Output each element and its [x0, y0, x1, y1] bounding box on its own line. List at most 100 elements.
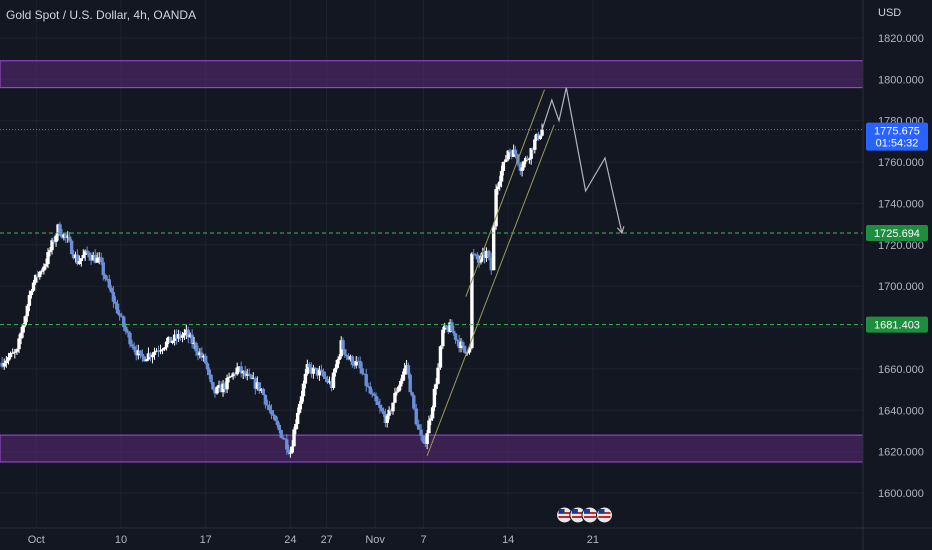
- candle[interactable]: [459, 342, 463, 349]
- candle[interactable]: [421, 435, 426, 443]
- candle[interactable]: [209, 374, 213, 383]
- candle[interactable]: [397, 386, 401, 392]
- candle[interactable]: [536, 133, 541, 139]
- candle[interactable]: [414, 408, 418, 425]
- candle[interactable]: [380, 408, 384, 411]
- candle[interactable]: [15, 349, 19, 352]
- candle[interactable]: [190, 334, 194, 345]
- candle[interactable]: [538, 135, 542, 139]
- candle[interactable]: [66, 236, 70, 238]
- candle[interactable]: [295, 412, 300, 424]
- candle[interactable]: [35, 274, 40, 278]
- candle[interactable]: [42, 266, 46, 271]
- candle[interactable]: [462, 345, 467, 353]
- candle[interactable]: [192, 342, 196, 345]
- candle[interactable]: [188, 334, 192, 338]
- candle[interactable]: [450, 322, 454, 331]
- candle[interactable]: [152, 351, 157, 356]
- candle[interactable]: [452, 330, 456, 334]
- candle[interactable]: [506, 150, 510, 160]
- candle[interactable]: [27, 295, 32, 306]
- candle[interactable]: [196, 351, 200, 356]
- candle[interactable]: [259, 388, 264, 391]
- candle[interactable]: [343, 349, 347, 355]
- candle[interactable]: [393, 392, 397, 403]
- candle[interactable]: [323, 376, 328, 379]
- candle[interactable]: [180, 335, 185, 338]
- candle[interactable]: [408, 374, 412, 393]
- candle[interactable]: [162, 347, 167, 350]
- candle[interactable]: [339, 340, 343, 357]
- candle[interactable]: [117, 313, 122, 316]
- candle[interactable]: [479, 255, 483, 263]
- candle[interactable]: [257, 382, 262, 391]
- candle[interactable]: [288, 452, 293, 454]
- candle[interactable]: [64, 234, 68, 238]
- candle[interactable]: [370, 393, 374, 395]
- candle[interactable]: [429, 418, 433, 421]
- candle[interactable]: [319, 369, 324, 372]
- candle[interactable]: [297, 403, 302, 413]
- candle[interactable]: [223, 383, 227, 390]
- candle[interactable]: [95, 258, 99, 263]
- candle[interactable]: [406, 365, 411, 375]
- candle[interactable]: [79, 258, 84, 262]
- candle[interactable]: [146, 353, 151, 360]
- candle[interactable]: [434, 383, 438, 389]
- candle[interactable]: [313, 367, 318, 369]
- candle[interactable]: [109, 287, 114, 293]
- candle[interactable]: [372, 393, 376, 396]
- candle[interactable]: [249, 375, 253, 379]
- candle[interactable]: [534, 133, 539, 140]
- candle[interactable]: [527, 158, 532, 160]
- candle[interactable]: [33, 274, 38, 283]
- candle[interactable]: [58, 224, 62, 236]
- candle[interactable]: [158, 350, 163, 352]
- candle[interactable]: [378, 404, 382, 409]
- candle[interactable]: [425, 433, 429, 444]
- candle[interactable]: [329, 381, 334, 388]
- candle[interactable]: [504, 159, 508, 162]
- candle[interactable]: [67, 236, 72, 241]
- candle[interactable]: [473, 254, 478, 256]
- candle[interactable]: [362, 373, 366, 375]
- candle[interactable]: [281, 437, 285, 439]
- candle[interactable]: [136, 350, 140, 356]
- candle[interactable]: [60, 235, 64, 238]
- candle[interactable]: [235, 367, 239, 375]
- candle[interactable]: [335, 359, 340, 368]
- candle[interactable]: [231, 373, 235, 377]
- candle[interactable]: [317, 369, 322, 376]
- candle[interactable]: [225, 377, 229, 390]
- candle[interactable]: [350, 356, 355, 365]
- candle[interactable]: [229, 376, 233, 378]
- channel-upper-line[interactable]: [465, 89, 545, 297]
- candle[interactable]: [356, 360, 360, 362]
- candle[interactable]: [290, 446, 294, 453]
- candle[interactable]: [472, 253, 476, 255]
- candle[interactable]: [448, 322, 452, 332]
- candle[interactable]: [346, 356, 351, 360]
- candle[interactable]: [491, 226, 496, 271]
- candle[interactable]: [285, 439, 289, 450]
- candle[interactable]: [105, 278, 109, 280]
- candle[interactable]: [97, 257, 101, 259]
- candle[interactable]: [87, 252, 91, 258]
- candle[interactable]: [0, 362, 4, 367]
- candle[interactable]: [213, 389, 217, 394]
- candle[interactable]: [391, 402, 395, 412]
- supply-zone[interactable]: [0, 60, 864, 89]
- candle[interactable]: [303, 373, 308, 384]
- candle[interactable]: [140, 353, 145, 357]
- candle[interactable]: [404, 365, 409, 369]
- candle[interactable]: [301, 383, 306, 397]
- candle[interactable]: [215, 386, 219, 394]
- candle[interactable]: [54, 235, 58, 242]
- candle[interactable]: [52, 240, 56, 242]
- candle[interactable]: [540, 129, 544, 136]
- projection-path[interactable]: [541, 87, 623, 234]
- candle[interactable]: [531, 148, 535, 150]
- candle[interactable]: [524, 157, 528, 162]
- candle[interactable]: [436, 367, 440, 384]
- candle[interactable]: [376, 401, 380, 405]
